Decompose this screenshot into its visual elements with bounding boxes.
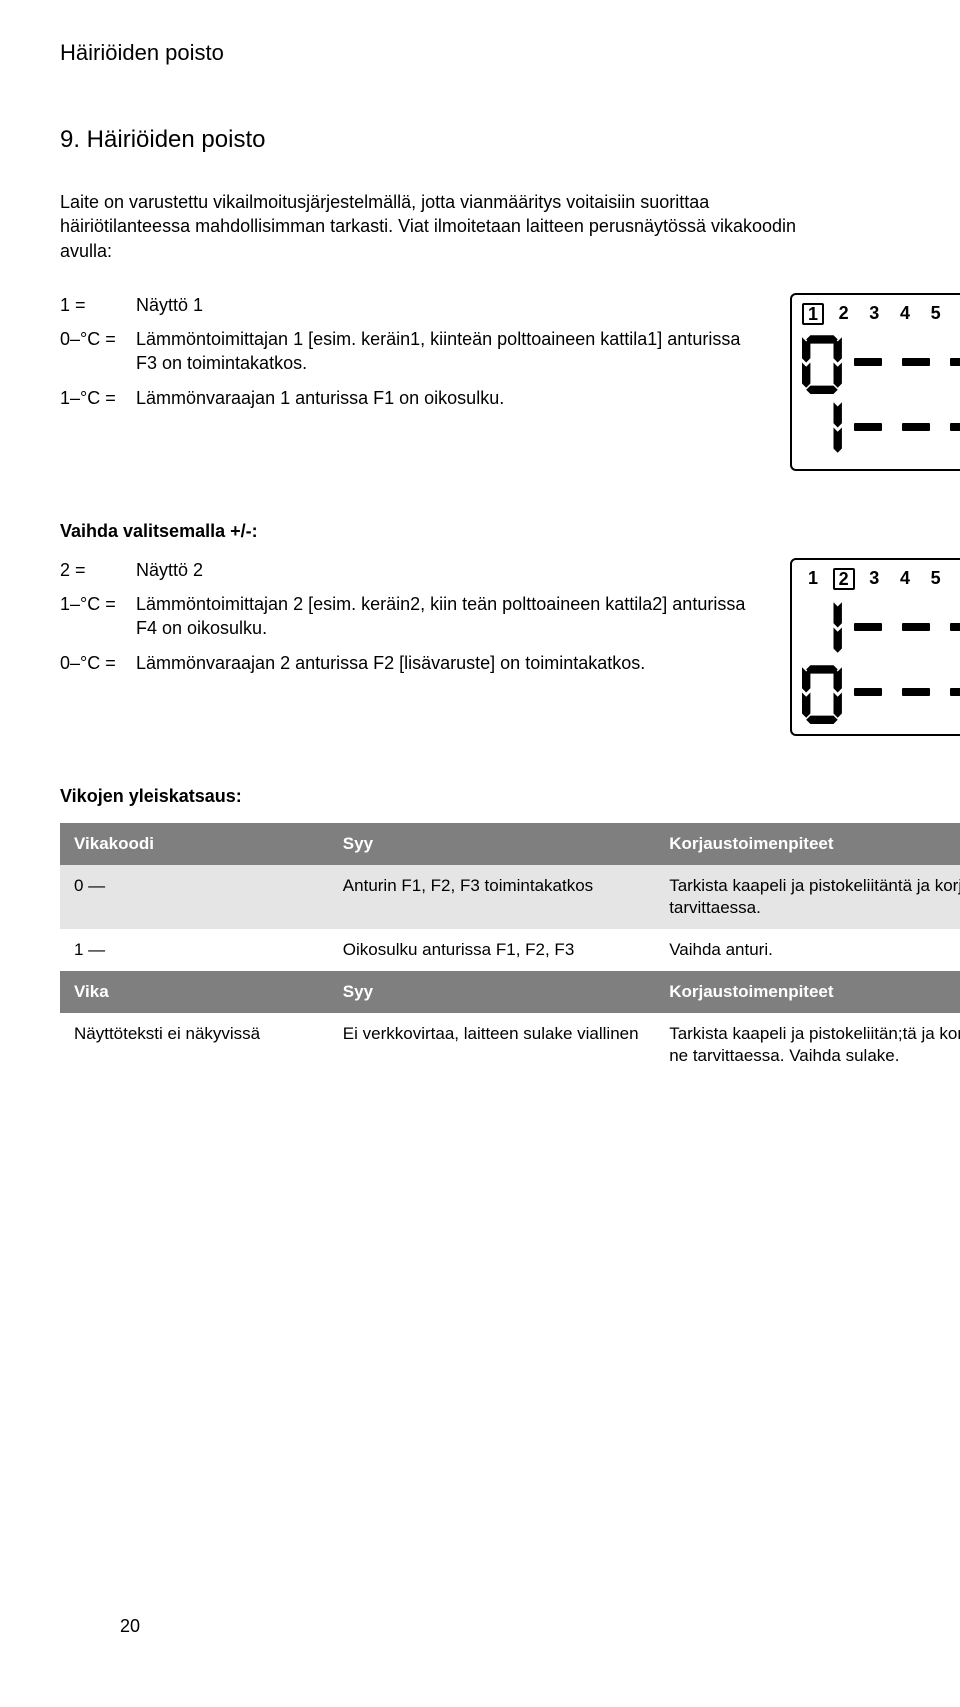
col-header: Vikakoodi [60, 823, 329, 865]
page-header: Häiriöiden poisto [60, 40, 960, 66]
tab-4: 4 [894, 568, 916, 590]
tab-5: 5 [925, 568, 947, 590]
def-val: Lämmönvaraajan 1 anturissa F1 on oikosul… [136, 386, 760, 410]
dashes-icon [844, 688, 960, 696]
display-row: ºC [802, 661, 960, 724]
display-1: 1 2 3 4 5 6 7 ºC ºC [790, 293, 960, 471]
display-tabs: 1 2 3 4 5 6 7 [802, 303, 960, 325]
seven-seg-digit-icon [802, 396, 844, 459]
seven-seg-digit-icon [802, 596, 844, 659]
tab-2: 2 [833, 303, 855, 325]
def-row: 1–°C = Lämmöntoimittajan 2 [esim. keräin… [60, 592, 760, 641]
def-val: Lämmönvaraajan 2 anturissa F2 [lisävarus… [136, 651, 760, 675]
cell: Oikosulku anturissa F1, F2, F3 [329, 929, 655, 971]
block2: 2 = Näyttö 2 1–°C = Lämmöntoimittajan 2 … [60, 558, 960, 736]
def-row: 0–°C = Lämmönvaraajan 2 anturissa F2 [li… [60, 651, 760, 675]
tab-1: 1 [802, 568, 824, 590]
overview-title: Vikojen yleiskatsaus: [60, 786, 960, 807]
def-key: 1 = [60, 293, 136, 317]
seven-seg-digit-icon [802, 661, 844, 724]
def-val: Näyttö 1 [136, 293, 760, 317]
def-key: 0–°C = [60, 651, 136, 675]
col-header: Vika [60, 971, 329, 1013]
tab-5: 5 [925, 303, 947, 325]
tab-3: 3 [863, 303, 885, 325]
switch-title: Vaihda valitsemalla +/-: [60, 521, 960, 542]
table-header-row: Vikakoodi Syy Korjaustoimenpiteet [60, 823, 960, 865]
def-key: 1–°C = [60, 592, 136, 641]
section-title: 9. Häiriöiden poisto [60, 126, 960, 154]
def-key: 2 = [60, 558, 136, 582]
tab-6: 6 [955, 568, 960, 590]
cell: Vaihda anturi. [655, 929, 960, 971]
cell: Tarkista kaapeli ja pistokeliitäntä ja k… [655, 865, 960, 929]
block2-defs: 2 = Näyttö 2 1–°C = Lämmöntoimittajan 2 … [60, 558, 760, 685]
fault-table: Vikakoodi Syy Korjaustoimenpiteet 0 — An… [60, 823, 960, 1078]
cell: Anturin F1, F2, F3 toimintakatkos [329, 865, 655, 929]
def-key: 1–°C = [60, 386, 136, 410]
display-tabs: 1 2 3 4 5 6 7 [802, 568, 960, 590]
table-row: 1 — Oikosulku anturissa F1, F2, F3 Vaihd… [60, 929, 960, 971]
seven-seg-digit-icon [802, 331, 844, 394]
col-header: Syy [329, 823, 655, 865]
def-val: Lämmöntoimittajan 2 [esim. keräin2, kiin… [136, 592, 760, 641]
def-val: Lämmöntoimittajan 1 [esim. keräin1, kiin… [136, 327, 760, 376]
table-row: Näyttöteksti ei näkyvissä Ei verkkovirta… [60, 1013, 960, 1077]
def-row: 1–°C = Lämmönvaraajan 1 anturissa F1 on … [60, 386, 760, 410]
dashes-icon [844, 623, 960, 631]
def-row: 1 = Näyttö 1 [60, 293, 760, 317]
display-row: ºC [802, 596, 960, 659]
cell: 1 — [60, 929, 329, 971]
block1-defs: 1 = Näyttö 1 0–°C = Lämmöntoimittajan 1 … [60, 293, 760, 420]
cell: 0 — [60, 865, 329, 929]
cell: Näyttöteksti ei näkyvissä [60, 1013, 329, 1077]
def-key: 0–°C = [60, 327, 136, 376]
tab-3: 3 [863, 568, 885, 590]
block1: 1 = Näyttö 1 0–°C = Lämmöntoimittajan 1 … [60, 293, 960, 471]
display-2: 1 2 3 4 5 6 7 ºC ºC [790, 558, 960, 736]
table-mid-header: Vika Syy Korjaustoimenpiteet [60, 971, 960, 1013]
tab-2: 2 [833, 568, 855, 590]
tab-1: 1 [802, 303, 824, 325]
col-header: Korjaustoimenpiteet [655, 823, 960, 865]
display-row: ºC [802, 331, 960, 394]
col-header: Korjaustoimenpiteet [655, 971, 960, 1013]
dashes-icon [844, 423, 960, 431]
intro-text: Laite on varustettu vikailmoitusjärjeste… [60, 190, 840, 263]
dashes-icon [844, 358, 960, 366]
def-row: 2 = Näyttö 2 [60, 558, 760, 582]
display-row: ºC [802, 396, 960, 459]
cell: Tarkista kaapeli ja pistokeliitän;tä ja … [655, 1013, 960, 1077]
table-row: 0 — Anturin F1, F2, F3 toimintakatkos Ta… [60, 865, 960, 929]
def-row: 0–°C = Lämmöntoimittajan 1 [esim. keräin… [60, 327, 760, 376]
def-val: Näyttö 2 [136, 558, 760, 582]
cell: Ei verkkovirtaa, laitteen sulake viallin… [329, 1013, 655, 1077]
tab-6: 6 [955, 303, 960, 325]
col-header: Syy [329, 971, 655, 1013]
tab-4: 4 [894, 303, 916, 325]
